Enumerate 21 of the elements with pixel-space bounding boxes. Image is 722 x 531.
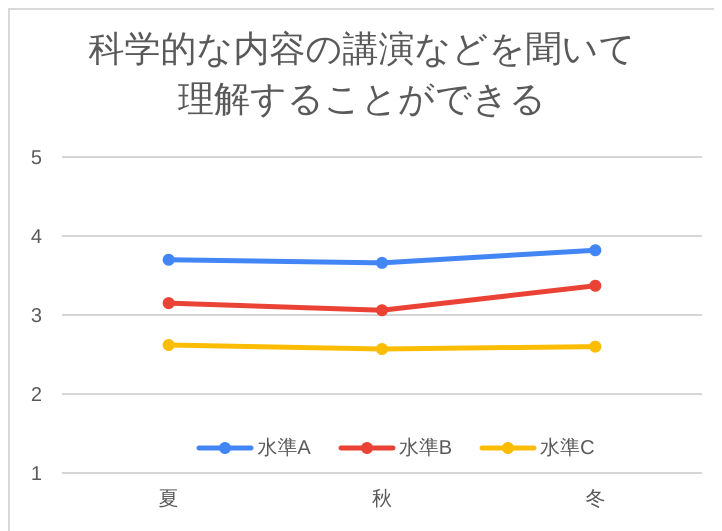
point <box>589 244 602 256</box>
legend-label: 水準B <box>398 436 452 461</box>
point <box>376 256 388 269</box>
point <box>162 297 175 310</box>
point <box>162 339 175 352</box>
x-tick-label: 夏 <box>158 488 179 510</box>
x-tick-label: 冬 <box>585 488 606 510</box>
point <box>162 254 175 266</box>
y-tick-label: 2 <box>30 384 42 406</box>
y-tick-label: 3 <box>30 305 42 328</box>
chart-title: 科学的な内容の講演などを聞いて理解することができる <box>87 27 636 121</box>
point <box>376 304 388 316</box>
point <box>589 280 602 292</box>
legend-label: 水準A <box>257 436 311 461</box>
point <box>589 340 602 353</box>
y-tick-label: 1 <box>30 463 42 486</box>
point <box>376 342 388 355</box>
legend-label: 水準C <box>540 436 595 461</box>
y-tick-label: 5 <box>30 147 42 170</box>
y-tick-label: 4 <box>30 226 42 248</box>
x-tick-label: 秋 <box>372 488 392 510</box>
